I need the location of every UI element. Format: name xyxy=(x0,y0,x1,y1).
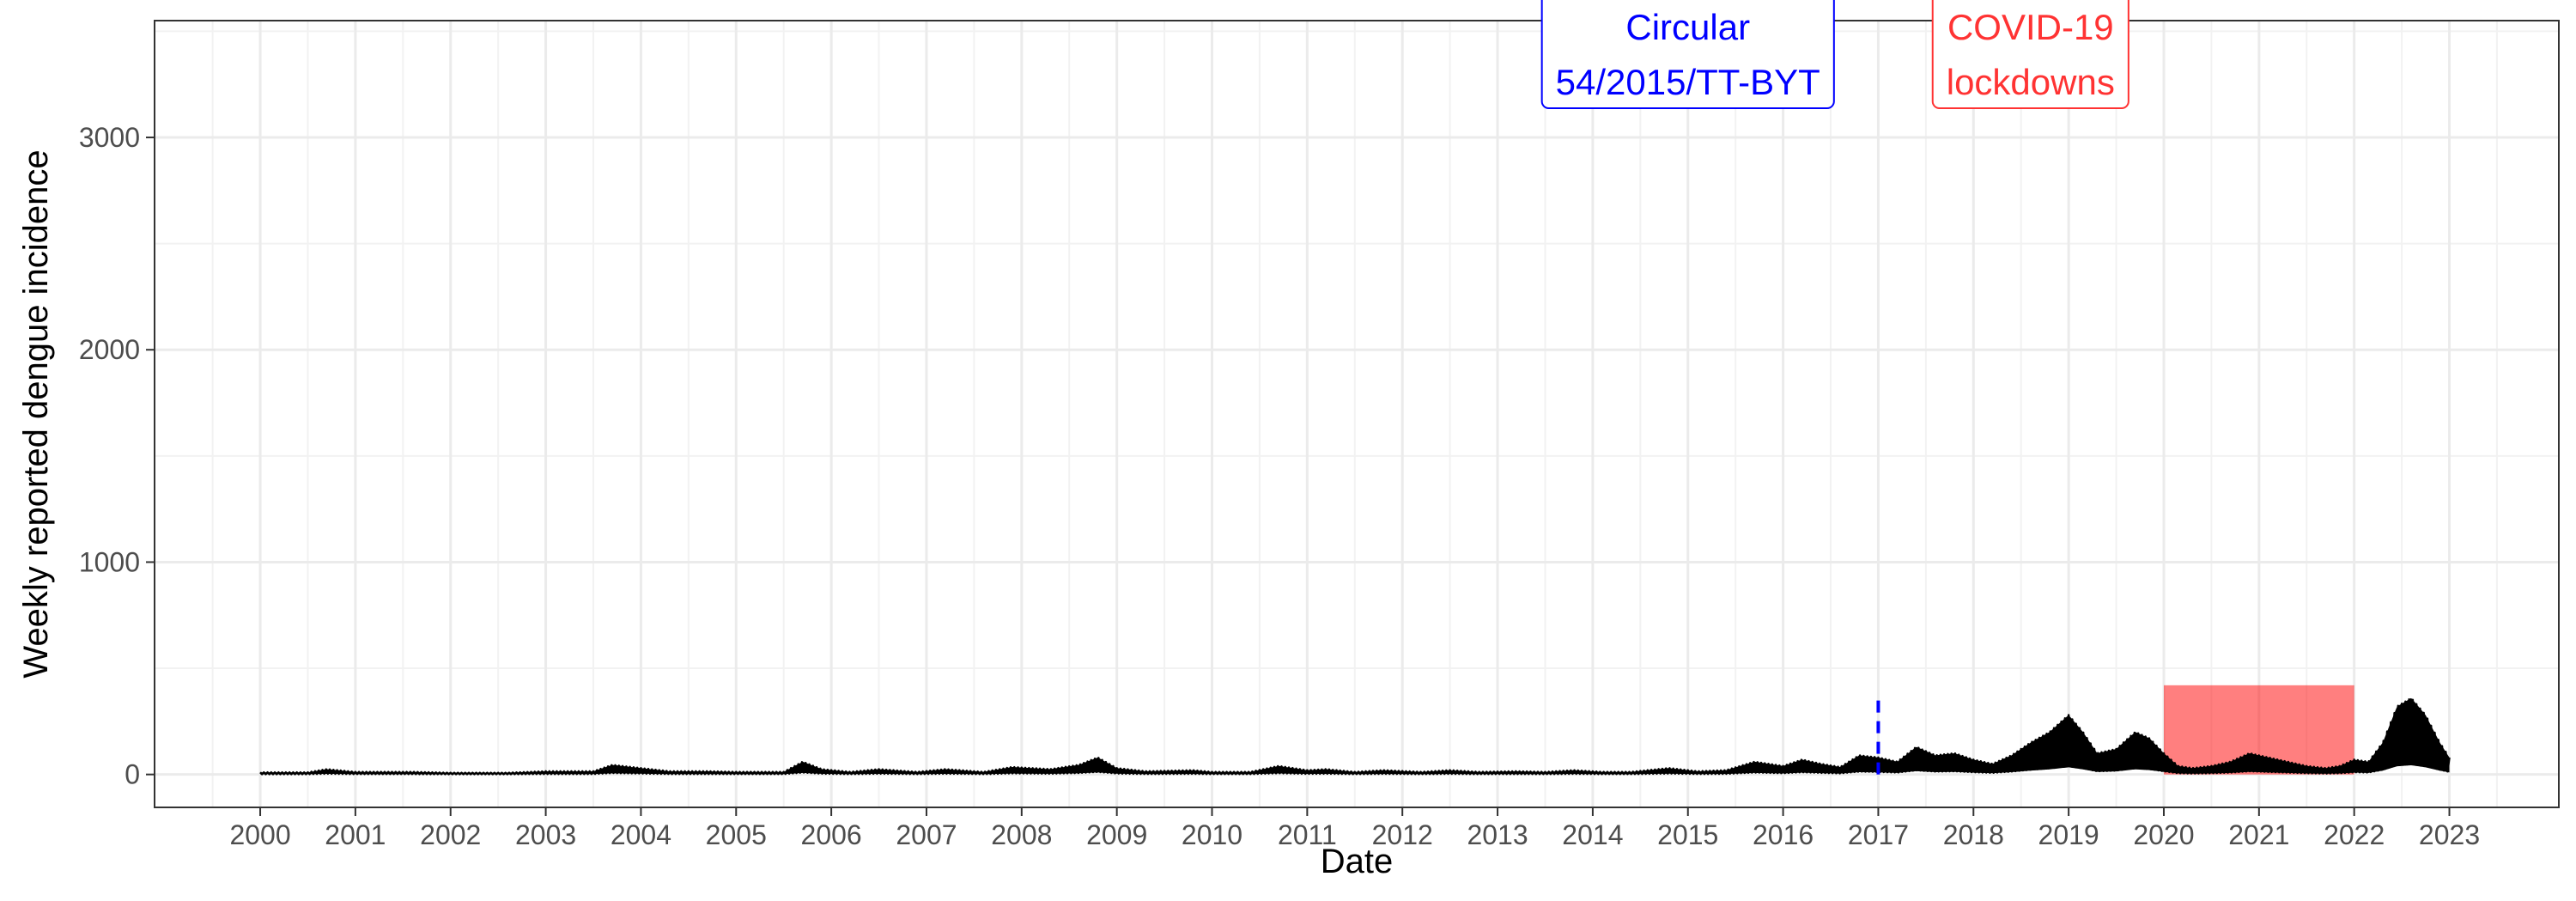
x-tick-label: 2015 xyxy=(1657,819,1718,850)
x-tick-label: 2011 xyxy=(1278,819,1337,850)
x-tick-label: 2006 xyxy=(801,819,862,850)
x-tick-label: 2019 xyxy=(2038,819,2099,850)
x-tick-label: 2001 xyxy=(325,819,386,850)
x-axis-title: Date xyxy=(1321,843,1394,880)
x-tick-label: 2013 xyxy=(1467,819,1528,850)
x-tick-label: 2009 xyxy=(1086,819,1147,850)
covid-label-line: lockdowns xyxy=(1947,62,2115,102)
x-tick-label: 2002 xyxy=(420,819,481,850)
annotation-labels: Circular 54/2015/TT-BYT COVID-19 lockdowns xyxy=(1540,0,2129,109)
x-tick-label: 2000 xyxy=(229,819,290,850)
x-axis-ticks: 2000 2001 2002 2003 2004 2005 2006 2007 2008 2009… xyxy=(229,807,2480,850)
y-tick-label: 3000 xyxy=(79,122,140,153)
y-tick-label: 1000 xyxy=(79,546,140,577)
circular-label: Circular 54/2015/TT-BYT xyxy=(1540,0,1835,109)
x-tick-label: 2003 xyxy=(515,819,576,850)
x-tick-label: 2021 xyxy=(2228,819,2289,850)
circular-label-line: Circular xyxy=(1625,7,1750,47)
x-tick-label: 2012 xyxy=(1372,819,1433,850)
circular-label-box xyxy=(1540,0,1835,109)
covid-label-box xyxy=(1931,0,2129,109)
y-axis-ticks: 0 1000 2000 3000 xyxy=(79,122,155,790)
x-tick-label: 2018 xyxy=(1943,819,2004,850)
y-tick-label: 0 xyxy=(125,759,140,790)
covid-label: COVID-19 lockdowns xyxy=(1931,0,2129,109)
series-line xyxy=(259,697,2451,776)
minor-gridlines xyxy=(155,21,2559,807)
x-tick-label: 2008 xyxy=(991,819,1052,850)
panel-border xyxy=(154,20,2560,808)
x-tick-label: 2020 xyxy=(2133,819,2194,850)
y-tick-label: 2000 xyxy=(79,334,140,365)
series-layer xyxy=(259,697,2451,776)
circular-label-line: 54/2015/TT-BYT xyxy=(1556,62,1820,102)
x-tick-label: 2016 xyxy=(1753,819,1814,850)
x-tick-label: 2014 xyxy=(1562,819,1623,850)
x-tick-label: 2023 xyxy=(2419,819,2480,850)
y-axis-title: Weekly reported dengue incidence xyxy=(17,149,55,678)
covid-label-line: COVID-19 xyxy=(1947,7,2114,47)
x-tick-label: 2010 xyxy=(1182,819,1242,850)
x-tick-label: 2005 xyxy=(706,819,767,850)
x-tick-label: 2004 xyxy=(611,819,671,850)
x-tick-label: 2007 xyxy=(896,819,957,850)
x-tick-label: 2022 xyxy=(2324,819,2385,850)
x-tick-label: 2017 xyxy=(1848,819,1909,850)
